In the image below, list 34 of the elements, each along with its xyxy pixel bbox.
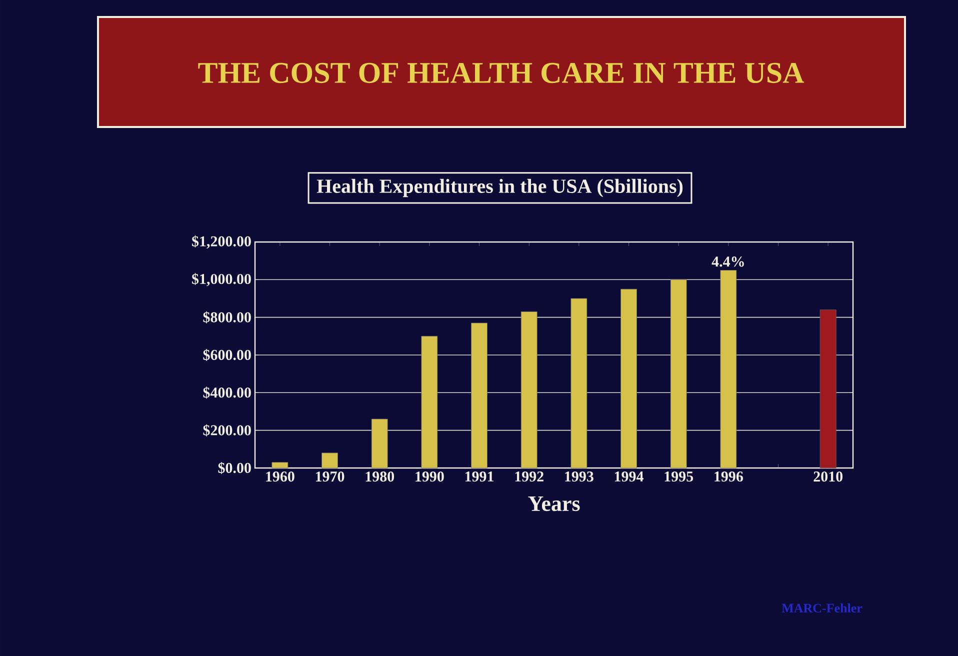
chart-title: THE COST OF HEALTH CARE IN THE USA <box>198 62 804 84</box>
x-tick-label: 1960 <box>266 472 294 482</box>
bar <box>272 462 288 468</box>
bar <box>371 418 388 468</box>
annotation: 4.4% <box>712 256 744 267</box>
bar <box>421 336 438 468</box>
bar <box>820 310 836 468</box>
y-tick-label: $400.00 <box>203 386 251 399</box>
y-tick-label: $600.00 <box>203 348 251 361</box>
y-tick-label: $0.00 <box>218 462 251 474</box>
x-tick-label: 1970 <box>316 472 344 482</box>
y-tick-label: $1,000.00 <box>192 273 251 286</box>
y-tick-label: $200.00 <box>203 424 251 436</box>
x-tick-label: 1995 <box>664 472 694 482</box>
bar <box>322 452 338 468</box>
x-tick-label: 1994 <box>614 472 644 482</box>
x-tick-label: 1993 <box>565 472 594 482</box>
x-axis-title: Years <box>528 496 580 512</box>
x-tick-label: 1991 <box>465 472 494 482</box>
bar <box>471 322 488 468</box>
text: MARC-Fehler <box>782 603 862 613</box>
bar <box>720 270 737 468</box>
bar <box>520 311 538 468</box>
chart-subtitle: Health Expenditures in the USA (Sbillions) <box>316 178 683 198</box>
y-tick-label: $1,200.00 <box>192 235 251 249</box>
x-tick-label: 2010 <box>814 472 843 482</box>
bar <box>620 288 637 468</box>
x-tick-label: 1996 <box>714 472 743 482</box>
bar <box>570 298 588 468</box>
bar <box>670 279 687 468</box>
x-tick-label: 1980 <box>366 472 394 482</box>
x-tick-label: 1990 <box>416 472 444 482</box>
y-tick-label: $800.00 <box>203 311 251 324</box>
x-tick-label: 1992 <box>515 472 544 482</box>
